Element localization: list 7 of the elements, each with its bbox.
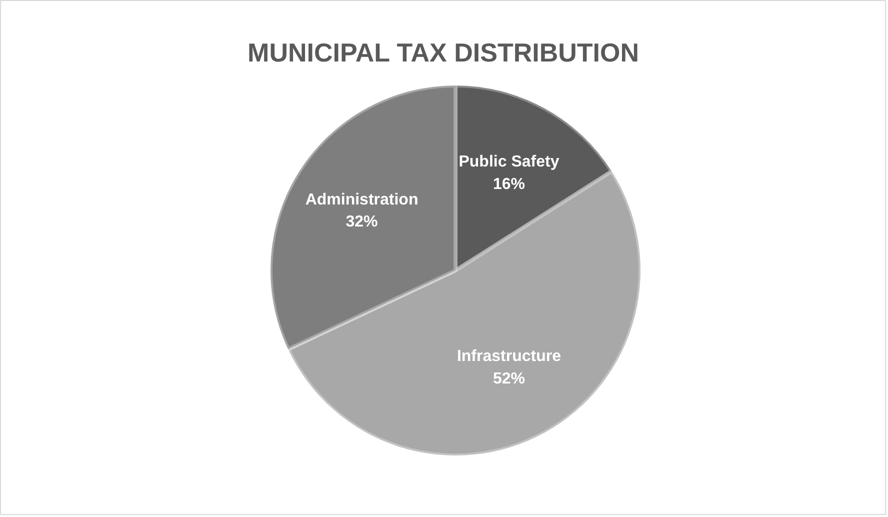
data-label: 52% [492, 370, 525, 388]
data-label: 32% [346, 214, 378, 231]
slice-label: Administration [305, 191, 418, 208]
slice-label: Public Safety [458, 154, 560, 171]
slice-label: Infrastructure [456, 348, 562, 366]
chart-title: MUNICIPAL TAX DISTRIBUTION [248, 38, 639, 68]
data-label: 16% [492, 176, 525, 193]
